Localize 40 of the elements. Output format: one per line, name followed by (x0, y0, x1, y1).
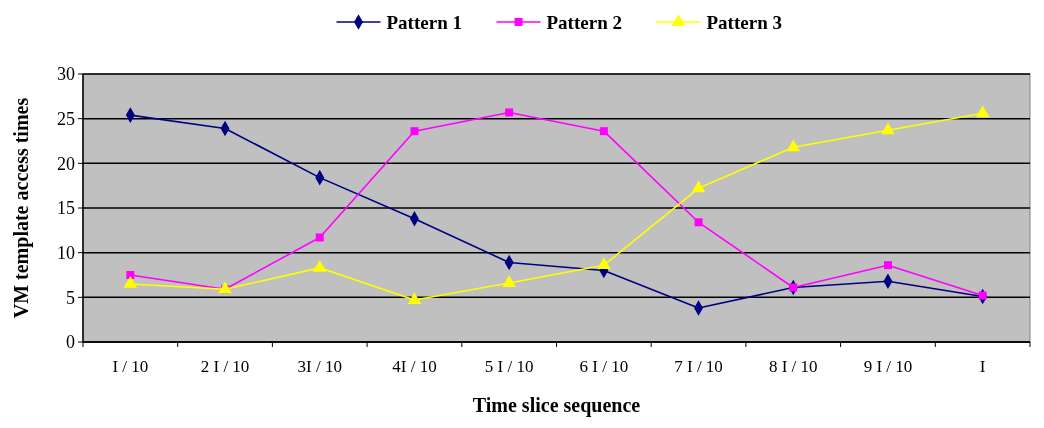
point (502, 275, 516, 287)
point (694, 218, 703, 227)
point (505, 108, 514, 117)
point (312, 260, 327, 272)
point (407, 292, 422, 304)
x-tick-label: I / 10 (112, 357, 149, 376)
point (883, 261, 892, 270)
point (975, 105, 990, 118)
x-tick-label: 5 I / 10 (484, 357, 534, 376)
y-tick-label: 25 (57, 108, 75, 129)
x-axis-title: Time slice sequence (472, 394, 641, 417)
point (978, 291, 987, 300)
legend-label: Pattern 2 (546, 11, 622, 33)
point (218, 281, 232, 294)
x-tick-label: 8 I / 10 (768, 357, 818, 376)
y-tick-label: 5 (66, 287, 75, 308)
point (126, 271, 135, 279)
y-tick-label: 0 (66, 332, 75, 353)
x-tick-label: 7 I / 10 (674, 357, 723, 376)
point (881, 122, 895, 135)
x-tick-label: 3I / 10 (297, 357, 342, 376)
point (786, 139, 801, 152)
y-tick-label: 30 (57, 64, 75, 85)
y-tick-label: 20 (57, 153, 75, 174)
point (599, 127, 608, 136)
point (123, 276, 138, 288)
x-tick-label: 2 I / 10 (200, 357, 250, 376)
point (597, 257, 611, 270)
legend-label: Pattern 3 (706, 11, 782, 33)
point (691, 180, 706, 193)
x-tick-label: I (979, 357, 986, 376)
point (315, 233, 324, 242)
x-tick-label: 9 I / 10 (863, 357, 913, 376)
y-axis-title: VM template access times (10, 97, 33, 319)
point (410, 127, 419, 136)
x-tick-label: 4I / 10 (392, 357, 437, 376)
x-tick-label: 6 I / 10 (579, 357, 629, 376)
y-tick-label: 10 (57, 242, 75, 263)
legend-label: Pattern 1 (386, 11, 462, 33)
y-tick-label: 15 (57, 198, 75, 219)
